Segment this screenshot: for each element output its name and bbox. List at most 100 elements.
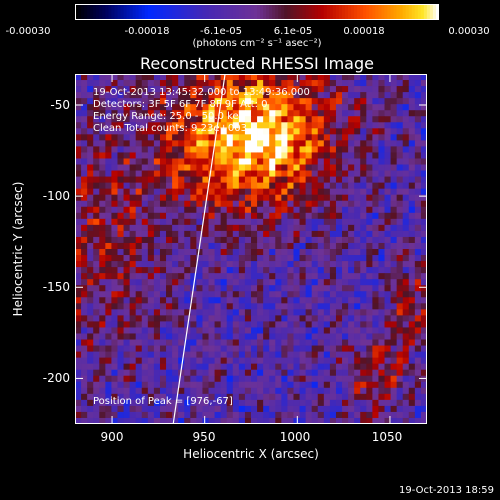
heatmap-cell xyxy=(329,74,337,81)
heatmap-cell xyxy=(335,375,343,383)
heatmap-cell xyxy=(299,224,307,232)
heatmap-cell xyxy=(129,224,137,232)
heatmap-cell xyxy=(123,164,131,171)
heatmap-cell xyxy=(396,291,404,298)
heatmap-cell xyxy=(329,327,337,334)
heatmap-cell xyxy=(299,242,307,250)
heatmap-cell xyxy=(117,212,124,220)
heatmap-cell xyxy=(287,417,294,424)
heatmap-cell xyxy=(226,134,234,141)
heatmap-cell xyxy=(251,146,258,153)
heatmap-cell xyxy=(257,405,264,413)
heatmap-cell xyxy=(153,74,161,81)
heatmap-cell xyxy=(178,116,185,123)
heatmap-cell xyxy=(299,381,307,389)
heatmap-cell xyxy=(275,387,282,395)
heatmap-cell xyxy=(281,128,288,135)
heatmap-cell xyxy=(87,303,94,310)
heatmap-cell xyxy=(141,321,149,328)
heatmap-cell xyxy=(396,74,404,81)
heatmap-cell xyxy=(184,104,191,111)
heatmap-cell xyxy=(414,375,422,383)
heatmap-cell xyxy=(159,128,167,135)
heatmap-cell xyxy=(123,182,131,190)
heatmap-cell xyxy=(396,351,404,359)
heatmap-cell xyxy=(123,140,131,147)
heatmap-cell xyxy=(129,194,137,202)
heatmap-cell xyxy=(269,273,276,280)
heatmap-cell xyxy=(299,357,307,365)
heatmap-cell xyxy=(153,363,161,371)
heatmap-cell xyxy=(354,357,361,365)
heatmap-cell xyxy=(220,212,228,220)
heatmap-cell xyxy=(232,279,240,286)
heatmap-cell xyxy=(166,182,173,190)
heatmap-cell xyxy=(275,417,282,424)
heatmap-cell xyxy=(135,224,143,232)
heatmap-cell xyxy=(323,375,331,383)
heatmap-cell xyxy=(378,369,385,377)
heatmap-cell xyxy=(287,345,294,352)
heatmap-cell xyxy=(178,297,185,304)
heatmap-plot xyxy=(75,74,427,424)
heatmap-cell xyxy=(172,315,179,322)
heatmap-cell xyxy=(135,98,143,105)
heatmap-cell xyxy=(287,333,294,340)
heatmap-cell xyxy=(81,80,88,87)
heatmap-cell xyxy=(214,164,222,171)
heatmap-cell xyxy=(81,321,88,328)
heatmap-cell xyxy=(360,122,367,129)
heatmap-cell xyxy=(123,176,131,184)
heatmap-cell xyxy=(196,279,203,286)
heatmap-cell xyxy=(263,128,270,135)
heatmap-cell xyxy=(141,140,149,147)
heatmap-cell xyxy=(75,303,82,310)
heatmap-cell xyxy=(263,285,270,292)
heatmap-cell xyxy=(408,381,416,389)
heatmap-cell xyxy=(408,224,416,232)
heatmap-cell xyxy=(257,261,264,268)
heatmap-cell xyxy=(141,134,149,141)
heatmap-cell xyxy=(329,273,337,280)
heatmap-cell xyxy=(159,104,167,111)
heatmap-cell xyxy=(342,116,349,123)
heatmap-cell xyxy=(172,218,179,226)
heatmap-cell xyxy=(251,315,258,322)
heatmap-cell xyxy=(257,363,264,371)
heatmap-cell xyxy=(153,236,161,244)
heatmap-cell xyxy=(287,182,294,190)
heatmap-cell xyxy=(117,128,124,135)
heatmap-cell xyxy=(99,303,106,310)
heatmap-cell xyxy=(220,86,228,93)
heatmap-cell xyxy=(141,255,149,262)
heatmap-cell xyxy=(287,128,294,135)
heatmap-cell xyxy=(202,273,209,280)
heatmap-cell xyxy=(269,261,276,268)
heatmap-cell xyxy=(281,339,288,346)
heatmap-cell xyxy=(226,399,234,407)
heatmap-cell xyxy=(348,285,355,292)
heatmap-cell xyxy=(360,176,367,184)
heatmap-cell xyxy=(305,236,313,244)
heatmap-cell xyxy=(178,279,185,286)
heatmap-cell xyxy=(99,188,106,196)
heatmap-cell xyxy=(153,230,161,238)
heatmap-cell xyxy=(202,122,209,129)
heatmap-cell xyxy=(178,158,185,165)
heatmap-cell xyxy=(93,182,100,190)
heatmap-cell xyxy=(117,417,124,424)
heatmap-cell xyxy=(238,393,246,401)
y-axis-label: Heliocentric Y (arcsec) xyxy=(11,181,25,317)
heatmap-cell xyxy=(396,98,404,105)
heatmap-cell xyxy=(317,297,325,304)
heatmap-cell xyxy=(105,104,112,111)
heatmap-cell xyxy=(269,92,276,99)
heatmap-cell xyxy=(244,393,252,401)
heatmap-cell xyxy=(354,333,361,340)
heatmap-cell xyxy=(299,236,307,244)
heatmap-cell xyxy=(214,369,222,377)
heatmap-cell xyxy=(366,399,373,407)
heatmap-cell xyxy=(87,249,94,256)
heatmap-cell xyxy=(153,182,161,190)
heatmap-cell xyxy=(360,194,367,202)
